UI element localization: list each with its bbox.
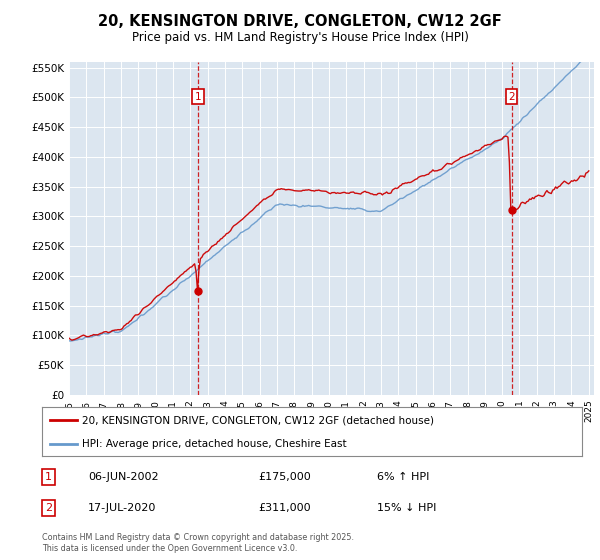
Text: £175,000: £175,000: [258, 472, 311, 482]
Text: HPI: Average price, detached house, Cheshire East: HPI: Average price, detached house, Ches…: [83, 439, 347, 449]
Text: 2: 2: [45, 503, 52, 514]
Text: £311,000: £311,000: [258, 503, 311, 514]
Text: Contains HM Land Registry data © Crown copyright and database right 2025.
This d: Contains HM Land Registry data © Crown c…: [42, 533, 354, 553]
Text: 17-JUL-2020: 17-JUL-2020: [88, 503, 156, 514]
Text: 06-JUN-2002: 06-JUN-2002: [88, 472, 158, 482]
Text: 15% ↓ HPI: 15% ↓ HPI: [377, 503, 436, 514]
Text: 20, KENSINGTON DRIVE, CONGLETON, CW12 2GF: 20, KENSINGTON DRIVE, CONGLETON, CW12 2G…: [98, 14, 502, 29]
Text: Price paid vs. HM Land Registry's House Price Index (HPI): Price paid vs. HM Land Registry's House …: [131, 31, 469, 44]
Text: 1: 1: [45, 472, 52, 482]
Text: 1: 1: [195, 92, 202, 101]
Text: 20, KENSINGTON DRIVE, CONGLETON, CW12 2GF (detached house): 20, KENSINGTON DRIVE, CONGLETON, CW12 2G…: [83, 416, 434, 426]
Text: 2: 2: [508, 92, 515, 101]
Text: 6% ↑ HPI: 6% ↑ HPI: [377, 472, 429, 482]
